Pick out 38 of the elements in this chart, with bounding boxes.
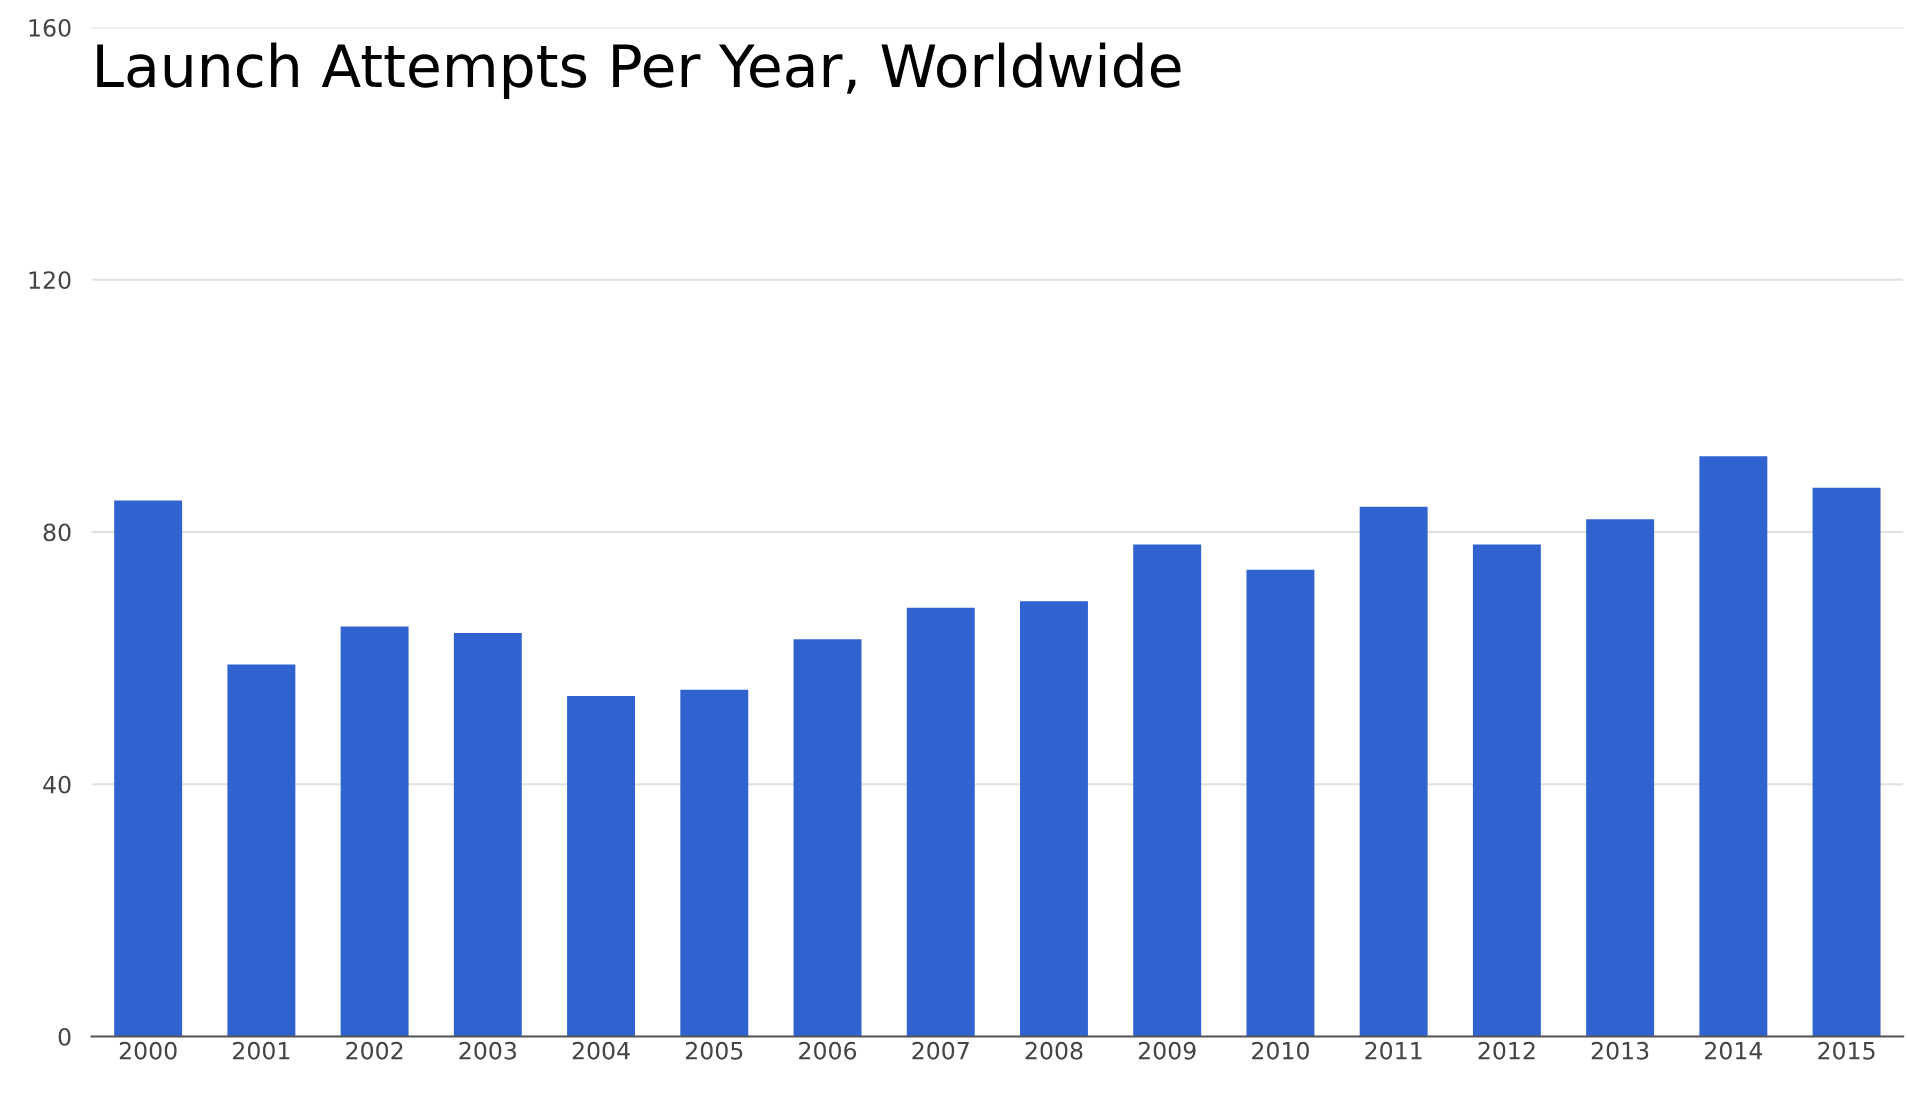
x-tick-label: 2000 bbox=[119, 1041, 177, 1060]
x-tick-label: 2004 bbox=[572, 1041, 630, 1060]
x-tick-label: 2001 bbox=[233, 1041, 290, 1060]
x-tick-label: 2005 bbox=[685, 1041, 743, 1060]
bar bbox=[906, 607, 975, 1037]
x-tick-label: 2012 bbox=[1478, 1041, 1535, 1060]
x-tick-label: 2003 bbox=[459, 1041, 516, 1060]
bar bbox=[1472, 544, 1541, 1037]
chart-title: Launch Attempts Per Year, Worldwide bbox=[97, 42, 1181, 100]
bar bbox=[1020, 601, 1088, 1037]
bar bbox=[680, 689, 749, 1037]
x-tick-label: 2015 bbox=[1818, 1041, 1875, 1060]
x-tick-label: 2009 bbox=[1138, 1041, 1196, 1060]
bar bbox=[1359, 506, 1428, 1037]
bar bbox=[567, 695, 636, 1037]
y-tick-label: 160 bbox=[29, 18, 71, 37]
bar bbox=[114, 500, 183, 1037]
x-tick-label: 2014 bbox=[1705, 1041, 1763, 1060]
bar bbox=[453, 632, 522, 1037]
x-tick-label: 2002 bbox=[346, 1041, 403, 1060]
bar bbox=[1586, 519, 1655, 1037]
bar bbox=[793, 639, 862, 1037]
y-tick-label: 0 bbox=[58, 1027, 71, 1046]
bar bbox=[1246, 569, 1315, 1037]
bar bbox=[227, 664, 296, 1037]
y-tick-label: 80 bbox=[43, 523, 71, 542]
x-tick-label: 2008 bbox=[1025, 1041, 1083, 1060]
x-tick-label: 2006 bbox=[799, 1041, 857, 1060]
bar bbox=[1812, 487, 1881, 1037]
bar bbox=[1133, 544, 1202, 1037]
x-tick-label: 2013 bbox=[1591, 1041, 1649, 1060]
bar bbox=[1699, 456, 1768, 1037]
bar bbox=[340, 626, 409, 1037]
y-tick-label: 40 bbox=[43, 775, 71, 794]
x-tick-label: 2011 bbox=[1365, 1041, 1422, 1060]
x-tick-label: 2007 bbox=[912, 1041, 969, 1060]
x-tick-label: 2010 bbox=[1252, 1041, 1309, 1060]
y-tick-label: 120 bbox=[29, 271, 71, 290]
